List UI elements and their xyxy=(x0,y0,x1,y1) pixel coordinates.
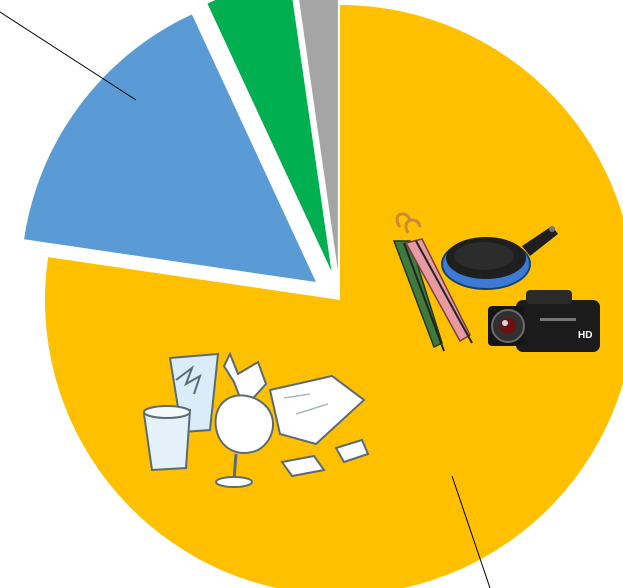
pie-slice-yellow xyxy=(45,5,623,588)
leader-line-yellow xyxy=(451,475,491,588)
frying-pan-icon xyxy=(441,226,558,290)
leader-lines xyxy=(0,11,491,588)
pie-slice-green xyxy=(207,0,332,272)
pie-slice-gray xyxy=(299,0,338,271)
pie-slices xyxy=(24,0,623,588)
camera-badge: HD xyxy=(578,330,592,341)
broken-glass-icon xyxy=(142,351,268,472)
video-camera-icon: HD xyxy=(488,290,600,352)
umbrella-icon xyxy=(392,212,473,352)
leader-line-blue xyxy=(0,11,137,101)
pie-slice-blue xyxy=(24,14,316,283)
broken-dishes-icon xyxy=(214,374,370,488)
